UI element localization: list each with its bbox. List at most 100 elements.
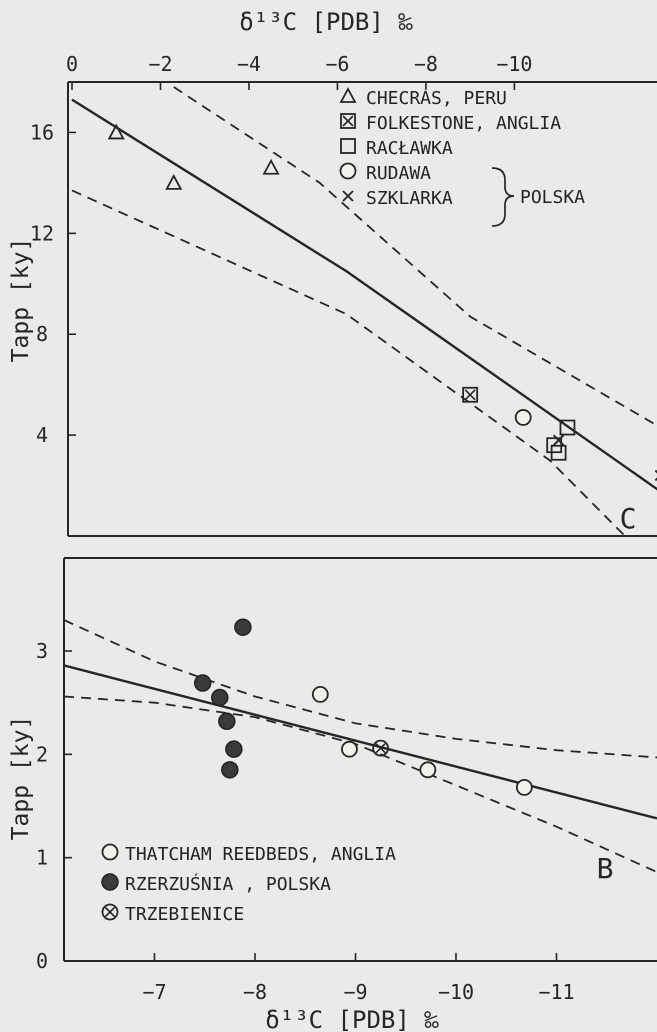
panel-b-x-tick-label-0: −7 — [142, 980, 166, 1004]
panel-b-point-1-4 — [221, 761, 239, 779]
panel-b-point-0-3-shape — [515, 779, 533, 796]
panel-c-point-0-0-shape — [107, 123, 125, 140]
panel-b-x-tick-label-4: −11 — [538, 980, 574, 1004]
panel-c-legend-label-2: RACŁAWKA — [366, 138, 453, 159]
panel-c-point-4-0-shape — [552, 434, 565, 446]
panel-c-legend-symbol-4-shape — [342, 190, 354, 202]
panel-c-point-2-1-shape — [550, 444, 567, 461]
panel-b-legend-symbol-2 — [101, 903, 119, 921]
panel-c-confidence-upper — [173, 86, 657, 427]
panel-b-regression-line — [63, 664, 657, 820]
panel-c-legend-symbol-1-box — [340, 113, 356, 129]
panel-b-y-tick-label-1: 1 — [36, 846, 48, 870]
panel-b-legend-symbol-2-x — [104, 906, 116, 918]
panel-b-legend-label-1: RZERZUŚNIA , POLSKA — [125, 873, 331, 895]
panel-c-legend-brace — [491, 167, 515, 227]
panel-c-top-tick-label-5: −10 — [496, 52, 532, 76]
panel-c-label: C — [620, 502, 637, 535]
panel-b-point-1-2-shape — [218, 712, 236, 731]
panel-c-point-1-0-box — [462, 386, 479, 403]
panel-b-y-tick-label-0: 0 — [36, 949, 48, 973]
panel-b-point-1-5-shape — [234, 618, 252, 636]
panel-b-bottom-axis-title: δ¹³C [PDB] ‰ — [265, 1006, 439, 1032]
panel-b-point-0-3 — [515, 779, 533, 796]
panel-c-point-2-2-shape — [559, 419, 576, 436]
panel-b-point-0-1-shape — [341, 740, 358, 758]
panel-c-legend-label-3: RUDAWA — [366, 163, 431, 184]
panel-b-legend-symbol-2-ring — [101, 903, 119, 921]
panel-c-legend-symbol-3 — [339, 162, 357, 180]
panel-c-group: 0 −2 −4 −6 −8 −10 4 8 12 16 δ¹³C [PDB] ‰ Tapp [ky] C… — [8, 8, 657, 537]
panel-c-point-4-0 — [552, 434, 565, 446]
panel-b-point-1-0 — [193, 674, 212, 692]
panel-c-point-0-0 — [107, 123, 125, 140]
panel-c-point-3-0-shape — [514, 409, 532, 426]
panel-c-point-0-2-shape — [262, 158, 280, 175]
panel-b-point-0-2 — [419, 761, 437, 779]
panel-c-point-3-0 — [514, 409, 532, 426]
panel-b-point-1-3 — [225, 740, 243, 758]
panel-b-legend-symbol-1-shape — [101, 873, 119, 891]
panel-b-x-tick-label-3: −10 — [438, 980, 474, 1004]
panel-b-point-2-0-x — [375, 743, 386, 754]
panel-b-label: B — [597, 852, 614, 885]
panel-c-legend-symbol-3-shape — [339, 162, 357, 180]
panel-c-top-tick-label-2: −4 — [237, 52, 261, 76]
panel-b-point-1-3-shape — [225, 740, 243, 758]
panel-c-point-2-2 — [559, 419, 576, 436]
panel-c-left-axis-title: Tapp [ky] — [8, 238, 34, 363]
panel-c-point-1-0-x — [464, 389, 476, 401]
panel-c-y-tick-label-2: 12 — [30, 221, 54, 245]
panel-b-point-1-0-shape — [193, 674, 212, 692]
panel-b-legend-label-2: TRZEBIENICE — [125, 904, 244, 925]
panel-c-point-1-0 — [462, 386, 479, 403]
panel-b-x-tick-label-2: −9 — [343, 980, 367, 1004]
panel-b-y-tick-label-2: 2 — [36, 742, 48, 766]
panel-b-point-0-0-shape — [311, 686, 329, 703]
panel-b-point-0-2-shape — [419, 761, 437, 779]
panel-c-top-axis-title: δ¹³C [PDB] ‰ — [239, 8, 413, 36]
panel-c-top-tick-label-1: −2 — [148, 52, 172, 76]
panel-b-y-tick-label-3: 3 — [36, 639, 48, 663]
panel-c-legend-label-4: SZKLARKA — [366, 188, 453, 209]
panel-b-point-1-2 — [218, 712, 236, 731]
panel-c-legend-label-0: CHECRAS, PERU — [366, 88, 507, 109]
panel-c-legend-symbol-1-x — [342, 115, 354, 127]
panel-c-regression-line — [71, 98, 657, 491]
panel-b-point-1-5 — [234, 618, 252, 636]
panel-c-point-0-2 — [262, 158, 280, 175]
panel-b-group: −7 −8 −9 −10 −11 0 1 2 3 δ¹³C [PDB] ‰ Tapp [ky] THA… — [8, 557, 657, 1032]
panel-b-point-2-0 — [372, 739, 390, 757]
panel-b-x-tick-label-1: −8 — [243, 980, 267, 1004]
panel-b-point-1-1 — [211, 688, 229, 707]
panel-c-top-tick-label-4: −8 — [414, 52, 438, 76]
panel-c-top-tick-label-0: 0 — [66, 52, 78, 76]
panel-b-point-0-1 — [341, 740, 358, 758]
panel-c-legend-label-1: FOLKESTONE, ANGLIA — [366, 113, 561, 134]
panel-c-legend-symbol-0-shape — [339, 87, 357, 103]
panel-c-point-0-1 — [165, 173, 183, 190]
panel-b-legend-symbol-0 — [101, 843, 119, 861]
panel-c-y-tick-label-1: 8 — [36, 322, 48, 346]
panel-b-legend-label-0: THATCHAM REEDBEDS, ANGLIA — [125, 844, 396, 865]
panel-c-confidence-lower — [71, 189, 626, 537]
panel-b-legend-symbol-1 — [101, 873, 119, 891]
panel-b-left-axis-title: Tapp [ky] — [8, 716, 34, 841]
panel-c-point-2-1 — [550, 444, 567, 461]
panel-b-point-2-0-ring — [372, 739, 390, 757]
panel-c-point-0-1-shape — [165, 173, 183, 190]
panel-c-legend-symbol-1 — [340, 113, 356, 129]
panel-b-point-1-1-shape — [211, 688, 229, 707]
panel-b-point-0-0 — [311, 686, 329, 703]
panel-b-point-1-4-shape — [221, 761, 239, 779]
panel-b-confidence-upper — [63, 619, 657, 759]
panel-c-legend-symbol-2-shape — [340, 138, 356, 154]
panel-c-top-tick-label-3: −6 — [325, 52, 349, 76]
panel-c-legend-symbol-0 — [339, 87, 357, 103]
panel-c-legend-symbol-4 — [342, 190, 354, 202]
panel-c-legend-group-label: POLSKA — [520, 187, 585, 208]
panel-c-y-tick-label-3: 16 — [30, 120, 54, 144]
panel-c-y-tick-label-0: 4 — [36, 423, 48, 447]
